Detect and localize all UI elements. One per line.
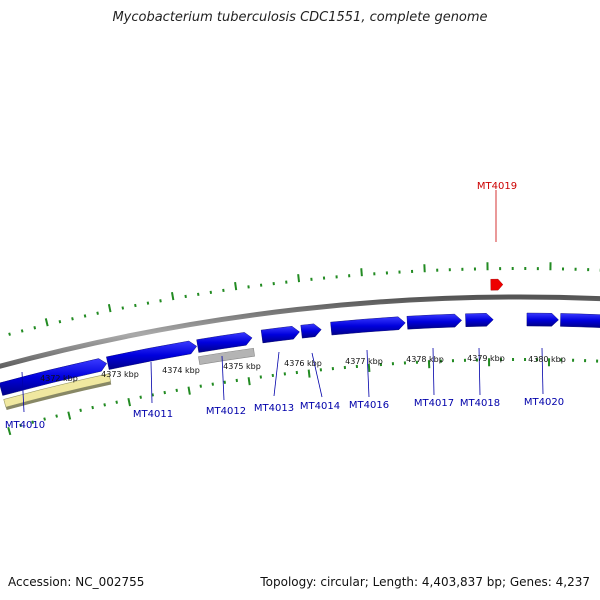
outer-tick <box>170 291 175 301</box>
scale-labels: 4372 kbp 4373 kbp 4374 kbp 4375 kbp 4376 kbp… <box>40 354 566 383</box>
inner-tick <box>151 393 154 397</box>
gene-label[interactable]: MT4017 <box>414 398 454 409</box>
inner-tick <box>67 411 72 420</box>
gene-arrow[interactable] <box>196 332 253 353</box>
label-leader-line <box>273 351 280 397</box>
outer-tick <box>134 303 137 308</box>
scale-label: 4373 kbp <box>101 370 139 379</box>
inner-tick <box>163 390 166 395</box>
gene-label[interactable]: MT4010 <box>5 420 45 431</box>
gene-label[interactable]: MT4016 <box>349 400 389 411</box>
gene-arrow[interactable] <box>465 313 494 327</box>
inner-tick <box>79 408 82 412</box>
inner-tick <box>367 363 371 372</box>
genome-stats: Topology: circular; Length: 4,403,837 bp… <box>260 575 590 589</box>
inner-tick <box>115 400 118 404</box>
outer-tick <box>107 304 112 313</box>
inner-tick <box>247 377 251 386</box>
gene-arrow[interactable] <box>300 323 322 339</box>
outer-tick <box>146 301 150 305</box>
scale-label: 4375 kbp <box>223 362 261 371</box>
label-leader-line <box>150 361 153 404</box>
inner-tick <box>19 423 22 428</box>
gene-arrow[interactable] <box>406 313 462 330</box>
label-leader-line <box>478 347 481 396</box>
label-leaders <box>21 190 544 413</box>
genome-backbone-arc <box>0 294 600 369</box>
gene-label[interactable]: MT4013 <box>254 403 294 414</box>
inner-tick <box>175 388 178 392</box>
outer-tick <box>71 317 74 321</box>
outer-tick <box>360 268 363 277</box>
label-leader-line <box>432 347 435 396</box>
label-leader-line <box>366 349 370 398</box>
outer-tick <box>234 282 238 291</box>
gene-arrow[interactable] <box>560 313 600 328</box>
scale-label: 4376 kbp <box>284 359 322 368</box>
feature-block-gray <box>198 347 255 365</box>
outer-tick <box>121 306 125 310</box>
inner-tick <box>127 398 132 407</box>
outer-tick-ring <box>8 262 600 336</box>
outer-tick <box>20 329 24 333</box>
scale-label: 4374 kbp <box>162 366 200 375</box>
gene-labels: MT4010 MT4011 MT4012 MT4013 MT4014 MT4016 MT40… <box>5 181 564 431</box>
outer-tick <box>58 320 62 324</box>
inner-tick <box>43 417 46 421</box>
accession-text: Accession: NC_002755 <box>8 575 145 589</box>
outer-tick <box>297 274 301 283</box>
outer-tick <box>44 318 49 327</box>
inner-tick <box>7 426 12 436</box>
inner-tick <box>91 405 94 410</box>
gene-label[interactable]: MT4018 <box>460 398 500 409</box>
gene-arrow[interactable] <box>330 316 406 336</box>
gene-label[interactable]: MT4012 <box>206 406 246 417</box>
gene-arrow[interactable] <box>526 312 559 327</box>
outer-tick <box>33 326 37 330</box>
genome-backbone <box>0 294 600 369</box>
label-leader-line <box>221 355 225 401</box>
gene-arrow-highlighted[interactable] <box>490 278 504 291</box>
scale-label: 4377 kbp <box>345 357 383 366</box>
label-leader-line <box>311 352 323 398</box>
inner-tick <box>103 403 106 407</box>
scale-label: 4379 kbp <box>467 354 505 363</box>
gene-label[interactable]: MT4019 <box>477 181 517 192</box>
gene-track <box>0 278 600 396</box>
label-leader-line <box>21 371 25 413</box>
inner-tick <box>31 420 34 424</box>
page-title: Mycobacterium tuberculosis CDC1551, comp… <box>112 10 488 25</box>
label-leader-line <box>541 347 544 395</box>
outer-tick <box>83 314 87 318</box>
gene-label[interactable]: MT4020 <box>524 397 564 408</box>
inner-tick <box>187 386 191 395</box>
inner-tick <box>307 369 311 378</box>
gene-arrow[interactable] <box>260 326 300 344</box>
inner-tick-ring <box>7 358 599 436</box>
gene-arrow[interactable] <box>0 358 108 396</box>
scale-label: 4380 kbp <box>528 355 566 364</box>
outer-tick <box>8 332 11 336</box>
outer-tick <box>159 299 162 303</box>
feature-block-yellow-edge <box>5 381 112 411</box>
gene-label[interactable]: MT4011 <box>133 409 173 420</box>
gene-arrow[interactable] <box>106 340 197 370</box>
scale-label: 4372 kbp <box>40 374 78 383</box>
inner-tick <box>55 414 58 418</box>
feature-track <box>3 347 255 411</box>
gene-label[interactable]: MT4014 <box>300 401 340 412</box>
outer-tick <box>96 311 99 315</box>
inner-tick <box>139 395 142 399</box>
scale-label: 4378 kbp <box>406 355 444 364</box>
